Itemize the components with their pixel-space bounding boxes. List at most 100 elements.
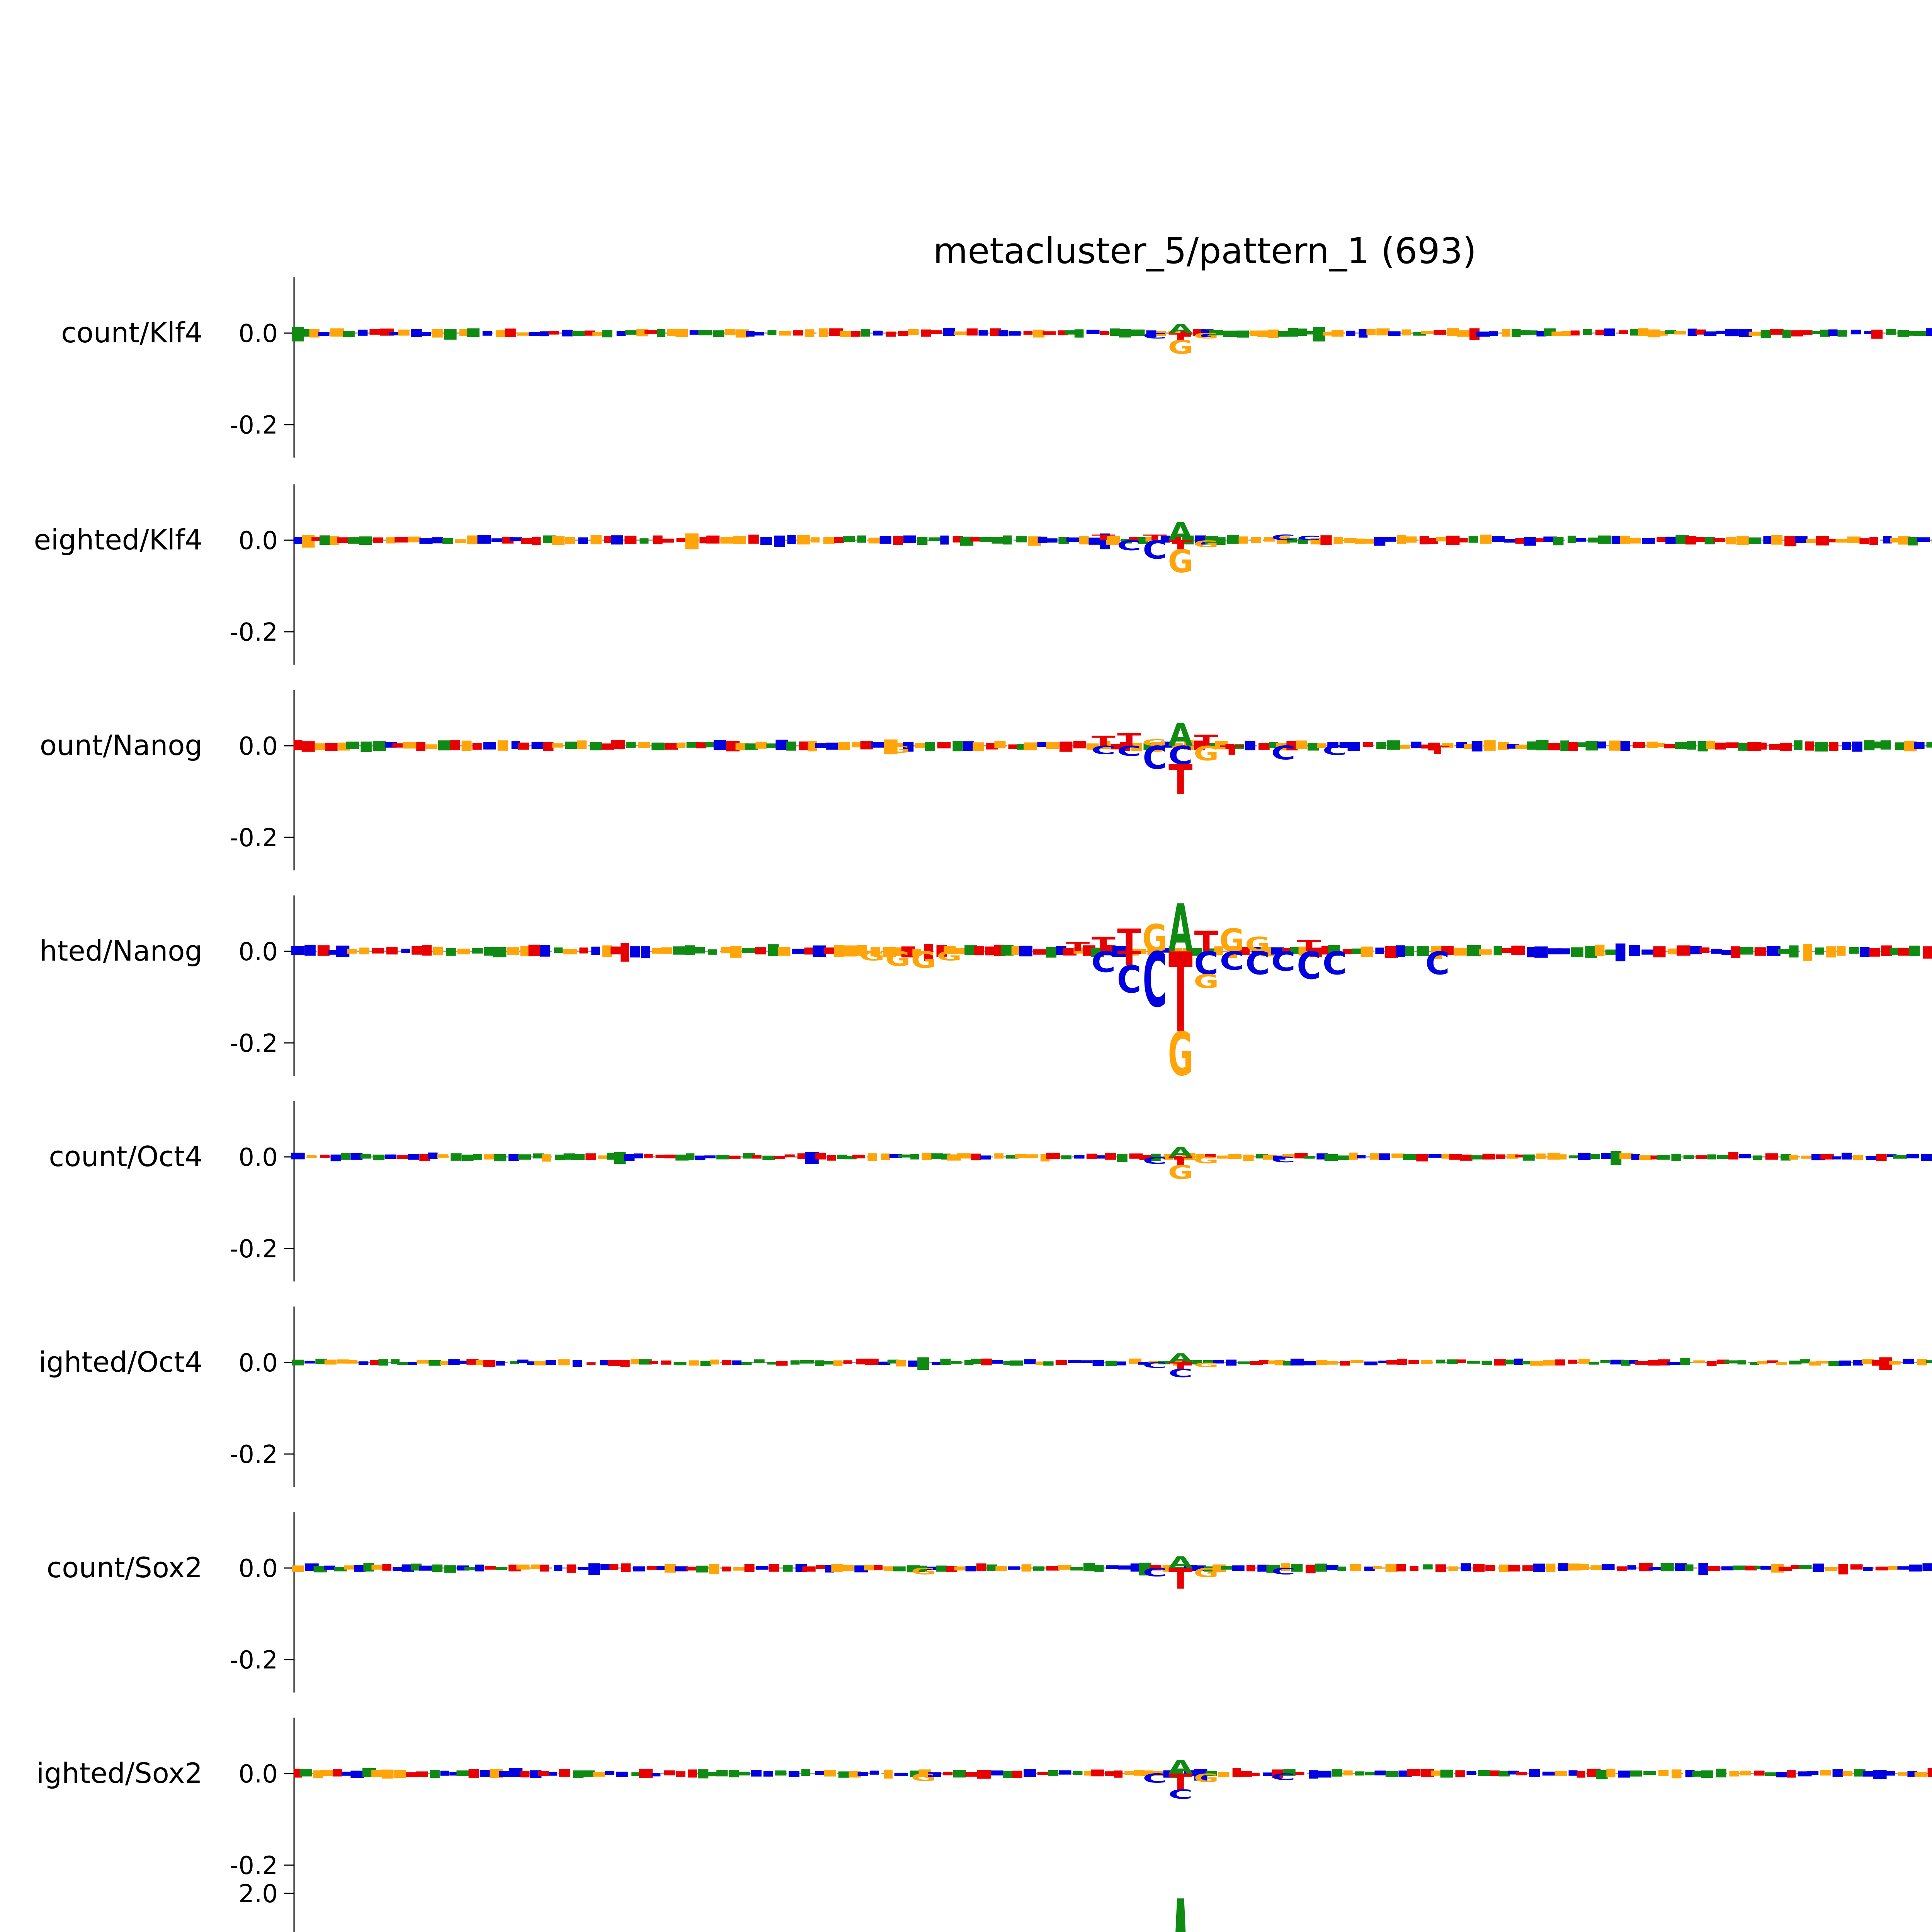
noise-dash xyxy=(1641,949,1655,955)
noise-dash xyxy=(1008,744,1020,749)
noise-dash xyxy=(342,1771,353,1776)
noise-dash xyxy=(1713,538,1725,542)
noise-dash xyxy=(1079,536,1089,544)
noise-dash xyxy=(1733,1565,1747,1570)
noise-dash xyxy=(1481,1361,1492,1365)
noise-dash xyxy=(483,742,496,750)
y-tick-label: 0.0 xyxy=(238,732,278,761)
noise-dash xyxy=(428,1152,438,1159)
logo-letter-A: A xyxy=(1168,1351,1193,1366)
noise-dash xyxy=(577,740,587,749)
noise-dash xyxy=(497,740,508,751)
noise-dash xyxy=(1364,1566,1375,1571)
noise-dash xyxy=(1638,328,1649,336)
noise-dash xyxy=(315,743,327,750)
noise-dash xyxy=(1003,535,1012,545)
noise-dash xyxy=(804,947,814,955)
noise-dash xyxy=(300,1769,312,1777)
noise-dash xyxy=(1131,743,1142,751)
noise-dash xyxy=(425,744,438,749)
noise-dash xyxy=(1546,1563,1556,1572)
noise-dash xyxy=(1851,330,1862,335)
noise-dash xyxy=(1502,948,1512,953)
logo-panel-Inf. content: 2.00.0Inf. contentTCTGTTGAGTAGCGTCCTCTA xyxy=(238,1847,1193,1932)
noise-dash xyxy=(1423,1564,1433,1570)
noise-dash xyxy=(1362,742,1373,748)
noise-dash xyxy=(1148,1361,1162,1364)
noise-dash xyxy=(1375,947,1384,954)
logo-letter-G: G xyxy=(1168,1162,1193,1184)
noise-dash xyxy=(1880,740,1891,750)
noise-dash xyxy=(517,332,530,336)
noise-dash xyxy=(1266,1565,1280,1573)
noise-dash xyxy=(315,1359,327,1364)
noise-dash xyxy=(1631,1154,1640,1160)
noise-dash xyxy=(1373,1566,1383,1569)
noise-dash xyxy=(480,1770,493,1777)
noise-dash xyxy=(1776,1772,1789,1777)
noise-dash xyxy=(924,944,933,961)
noise-dash xyxy=(1046,1566,1060,1571)
noise-dash xyxy=(1837,946,1846,956)
noise-dash xyxy=(1917,537,1930,542)
noise-dash xyxy=(1400,745,1410,749)
noise-dash xyxy=(624,1154,635,1161)
noise-dash xyxy=(611,740,625,750)
noise-dash xyxy=(1435,537,1448,542)
logo-letter-C: C xyxy=(1425,945,1450,982)
noise-dash xyxy=(509,1768,523,1777)
logo-letter-G: G xyxy=(1194,1771,1219,1784)
noise-dash xyxy=(384,1154,396,1159)
noise-dash xyxy=(1687,741,1696,750)
noise-dash xyxy=(1621,1359,1631,1366)
noise-dash xyxy=(317,945,330,956)
noise-dash xyxy=(1074,329,1084,338)
logo-letter-G: G xyxy=(1194,1361,1219,1369)
noise-dash xyxy=(884,1769,893,1779)
noise-dash xyxy=(1307,743,1319,751)
noise-dash xyxy=(741,1362,752,1365)
noise-dash xyxy=(1070,1567,1083,1571)
noise-dash xyxy=(333,1769,342,1777)
noise-dash xyxy=(1590,1154,1600,1159)
noise-dash xyxy=(1236,947,1250,955)
logo-letter-G: G xyxy=(885,947,910,971)
noise-dash xyxy=(1287,537,1297,543)
noise-dash xyxy=(1889,1361,1901,1365)
logo-letter-C: C xyxy=(1143,740,1167,776)
noise-dash xyxy=(1828,1361,1842,1366)
noise-dash xyxy=(1664,744,1677,748)
noise-dash xyxy=(878,1361,891,1365)
noise-dash xyxy=(1482,1153,1495,1160)
noise-dash xyxy=(792,949,805,954)
logo-letter-C: C xyxy=(1297,944,1321,988)
noise-dash xyxy=(1522,1565,1534,1571)
noise-dash xyxy=(977,1770,991,1779)
noise-dash xyxy=(1019,946,1032,957)
noise-dash xyxy=(359,536,372,545)
logo-letter-C: C xyxy=(1143,1566,1167,1579)
noise-dash xyxy=(725,329,736,335)
noise-dash xyxy=(419,1154,430,1161)
noise-dash xyxy=(1058,537,1069,544)
y-tick-label: 2.0 xyxy=(238,1880,278,1908)
y-tick-label: -0.2 xyxy=(230,1440,278,1469)
noise-dash xyxy=(887,1359,899,1364)
noise-dash xyxy=(1794,740,1803,750)
noise-dash xyxy=(1859,947,1870,957)
noise-dash xyxy=(1478,1770,1490,1776)
y-tick-label: -0.2 xyxy=(230,1852,278,1880)
noise-dash xyxy=(477,535,491,544)
noise-dash xyxy=(1897,1566,1910,1570)
noise-dash xyxy=(408,1362,417,1365)
noise-dash xyxy=(1838,1361,1851,1366)
noise-dash xyxy=(1141,1770,1153,1776)
noise-dash xyxy=(1568,1359,1578,1364)
noise-dash xyxy=(602,330,612,338)
noise-dash xyxy=(1675,742,1687,749)
y-tick-label: 0.0 xyxy=(238,1143,278,1172)
logo-letter-G: G xyxy=(1142,916,1167,960)
noise-dash xyxy=(1847,536,1861,543)
noise-dash xyxy=(694,947,705,954)
